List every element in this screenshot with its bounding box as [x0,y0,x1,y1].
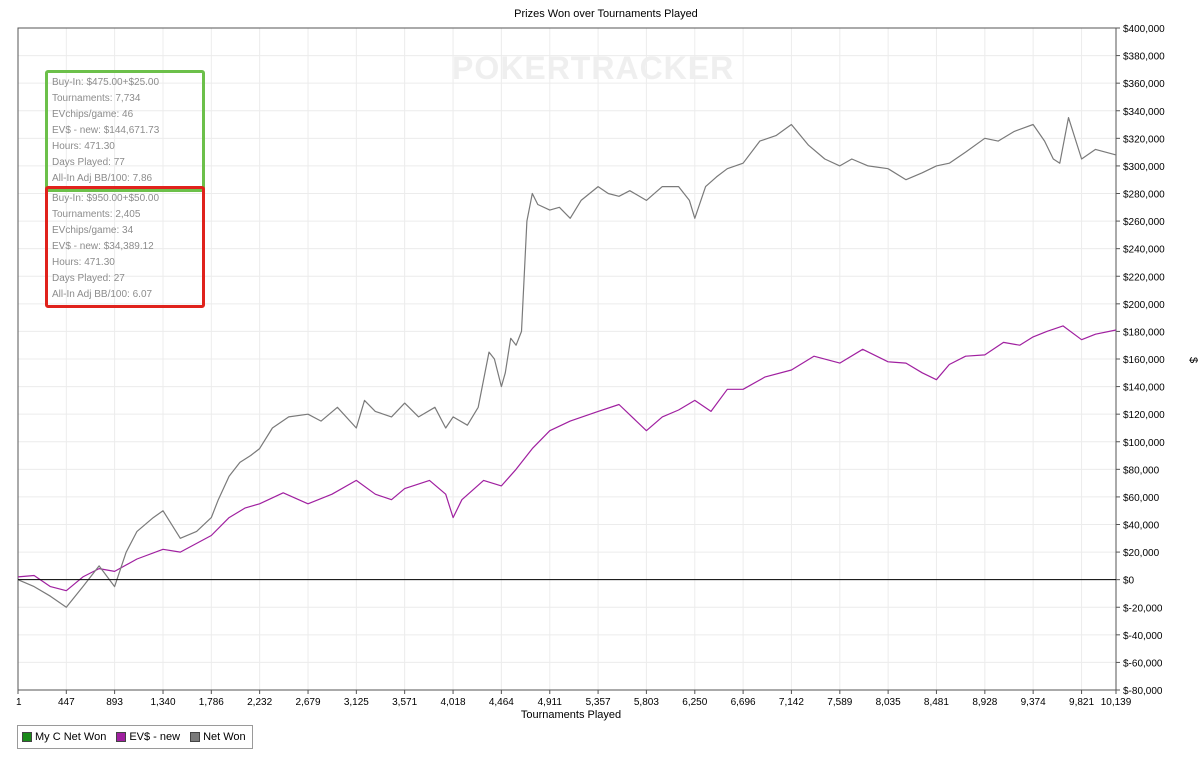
x-tick-label: 3,125 [344,697,369,708]
legend-label: My C Net Won [35,731,107,743]
y-tick-label: $100,000 [1123,438,1165,449]
x-tick-label: 7,589 [827,697,852,708]
chart-legend: My C Net Won EV$ - new Net Won [17,725,253,749]
y-tick-label: $280,000 [1123,190,1165,201]
stat-days: Days Played: 27 [52,273,125,284]
y-tick-label: $260,000 [1123,217,1165,228]
y-tick-label: $40,000 [1123,521,1160,532]
y-tick-label: $0 [1123,576,1135,587]
stat-hours: Hours: 471.30 [52,141,115,152]
y-axis-label: $ [1187,357,1199,363]
x-tick-label: 6,250 [682,697,707,708]
x-tick-label: 9,821 [1069,697,1094,708]
y-tick-label: $240,000 [1123,245,1165,256]
pokertracker-watermark: POKERTRACKER [452,50,735,86]
x-tick-label: 2,679 [296,697,321,708]
y-tick-label: $140,000 [1123,383,1165,394]
y-tick-label: $300,000 [1123,162,1165,173]
y-tick-label: $-40,000 [1123,631,1163,642]
chart-title: Prizes Won over Tournaments Played [514,8,698,20]
legend-label: EV$ - new [129,731,181,743]
legend-item-my-c-net-won[interactable]: My C Net Won [22,731,106,743]
x-tick-label: 10,139 [1101,697,1132,708]
stat-tournaments: Tournaments: 2,405 [52,209,141,220]
y-tick-label: $80,000 [1123,465,1160,476]
series-lines [17,116,1117,608]
y-tick-label: $160,000 [1123,355,1165,366]
y-tick-label: $320,000 [1123,134,1165,145]
x-tick-label: 9,374 [1021,697,1046,708]
legend-swatch [190,732,201,742]
x-tick-label: 2,232 [247,697,272,708]
legend-label: Net Won [203,731,246,743]
stat-evchips: EVchips/game: 46 [52,109,134,120]
x-tick-label: 447 [58,697,75,708]
x-tick-label: 4,911 [538,697,563,708]
axes: $400,000 $380,000 $360,000 $340,000 $320,000… [16,24,1165,708]
stat-allin: All-In Adj BB/100: 6.07 [52,289,153,300]
y-tick-label: $20,000 [1123,548,1160,559]
series-line-ev-new [17,325,1117,592]
x-tick-label: 7,142 [779,697,804,708]
y-tick-label: $-20,000 [1123,603,1163,614]
stat-ev-new: EV$ - new: $144,671.73 [52,125,160,136]
stat-ev-new: EV$ - new: $34,389.12 [52,241,154,252]
legend-item-net-won[interactable]: Net Won [190,731,246,743]
stat-evchips: EVchips/game: 34 [52,225,134,236]
y-tick-label: $360,000 [1123,79,1165,90]
y-tick-label: $120,000 [1123,410,1165,421]
stats-box-red: Buy-In: $950.00+$50.00 Tournaments: 2,40… [45,186,205,308]
x-tick-label: 8,928 [972,697,997,708]
x-tick-label: 6,696 [731,697,756,708]
stat-buyin: Buy-In: $950.00+$50.00 [52,193,160,204]
x-tick-label: 5,803 [634,697,659,708]
y-tick-label: $60,000 [1123,493,1160,504]
y-tick-label: $340,000 [1123,107,1165,118]
x-tick-label: 8,481 [924,697,949,708]
stat-days: Days Played: 77 [52,157,125,168]
y-tick-label: $220,000 [1123,272,1165,283]
x-tick-label: 8,035 [876,697,901,708]
y-tick-label: $180,000 [1123,327,1165,338]
legend-swatch [22,732,32,742]
x-tick-label: 893 [106,697,123,708]
y-tick-label: $380,000 [1123,52,1165,63]
x-tick-label: 5,357 [586,697,611,708]
y-tick-label: $400,000 [1123,24,1165,35]
stat-hours: Hours: 471.30 [52,257,115,268]
stats-box-green: Buy-In: $475.00+$25.00 Tournaments: 7,73… [45,70,205,192]
stat-buyin: Buy-In: $475.00+$25.00 [52,77,160,88]
x-tick-label: 1 [16,697,22,708]
series-line-net-won [17,116,1117,608]
y-tick-label: $-80,000 [1123,686,1163,697]
x-tick-label: 1,340 [151,697,176,708]
legend-item-ev-new[interactable]: EV$ - new [116,731,180,743]
x-tick-label: 1,786 [199,697,224,708]
stat-tournaments: Tournaments: 7,734 [52,93,141,104]
x-tick-label: 4,464 [489,697,514,708]
x-tick-label: 3,571 [392,697,417,708]
y-tick-label: $200,000 [1123,300,1165,311]
stat-allin: All-In Adj BB/100: 7.86 [52,173,153,184]
y-tick-label: $-60,000 [1123,658,1163,669]
legend-swatch [116,732,127,742]
x-axis-label: Tournaments Played [521,709,621,721]
x-tick-label: 4,018 [441,697,466,708]
